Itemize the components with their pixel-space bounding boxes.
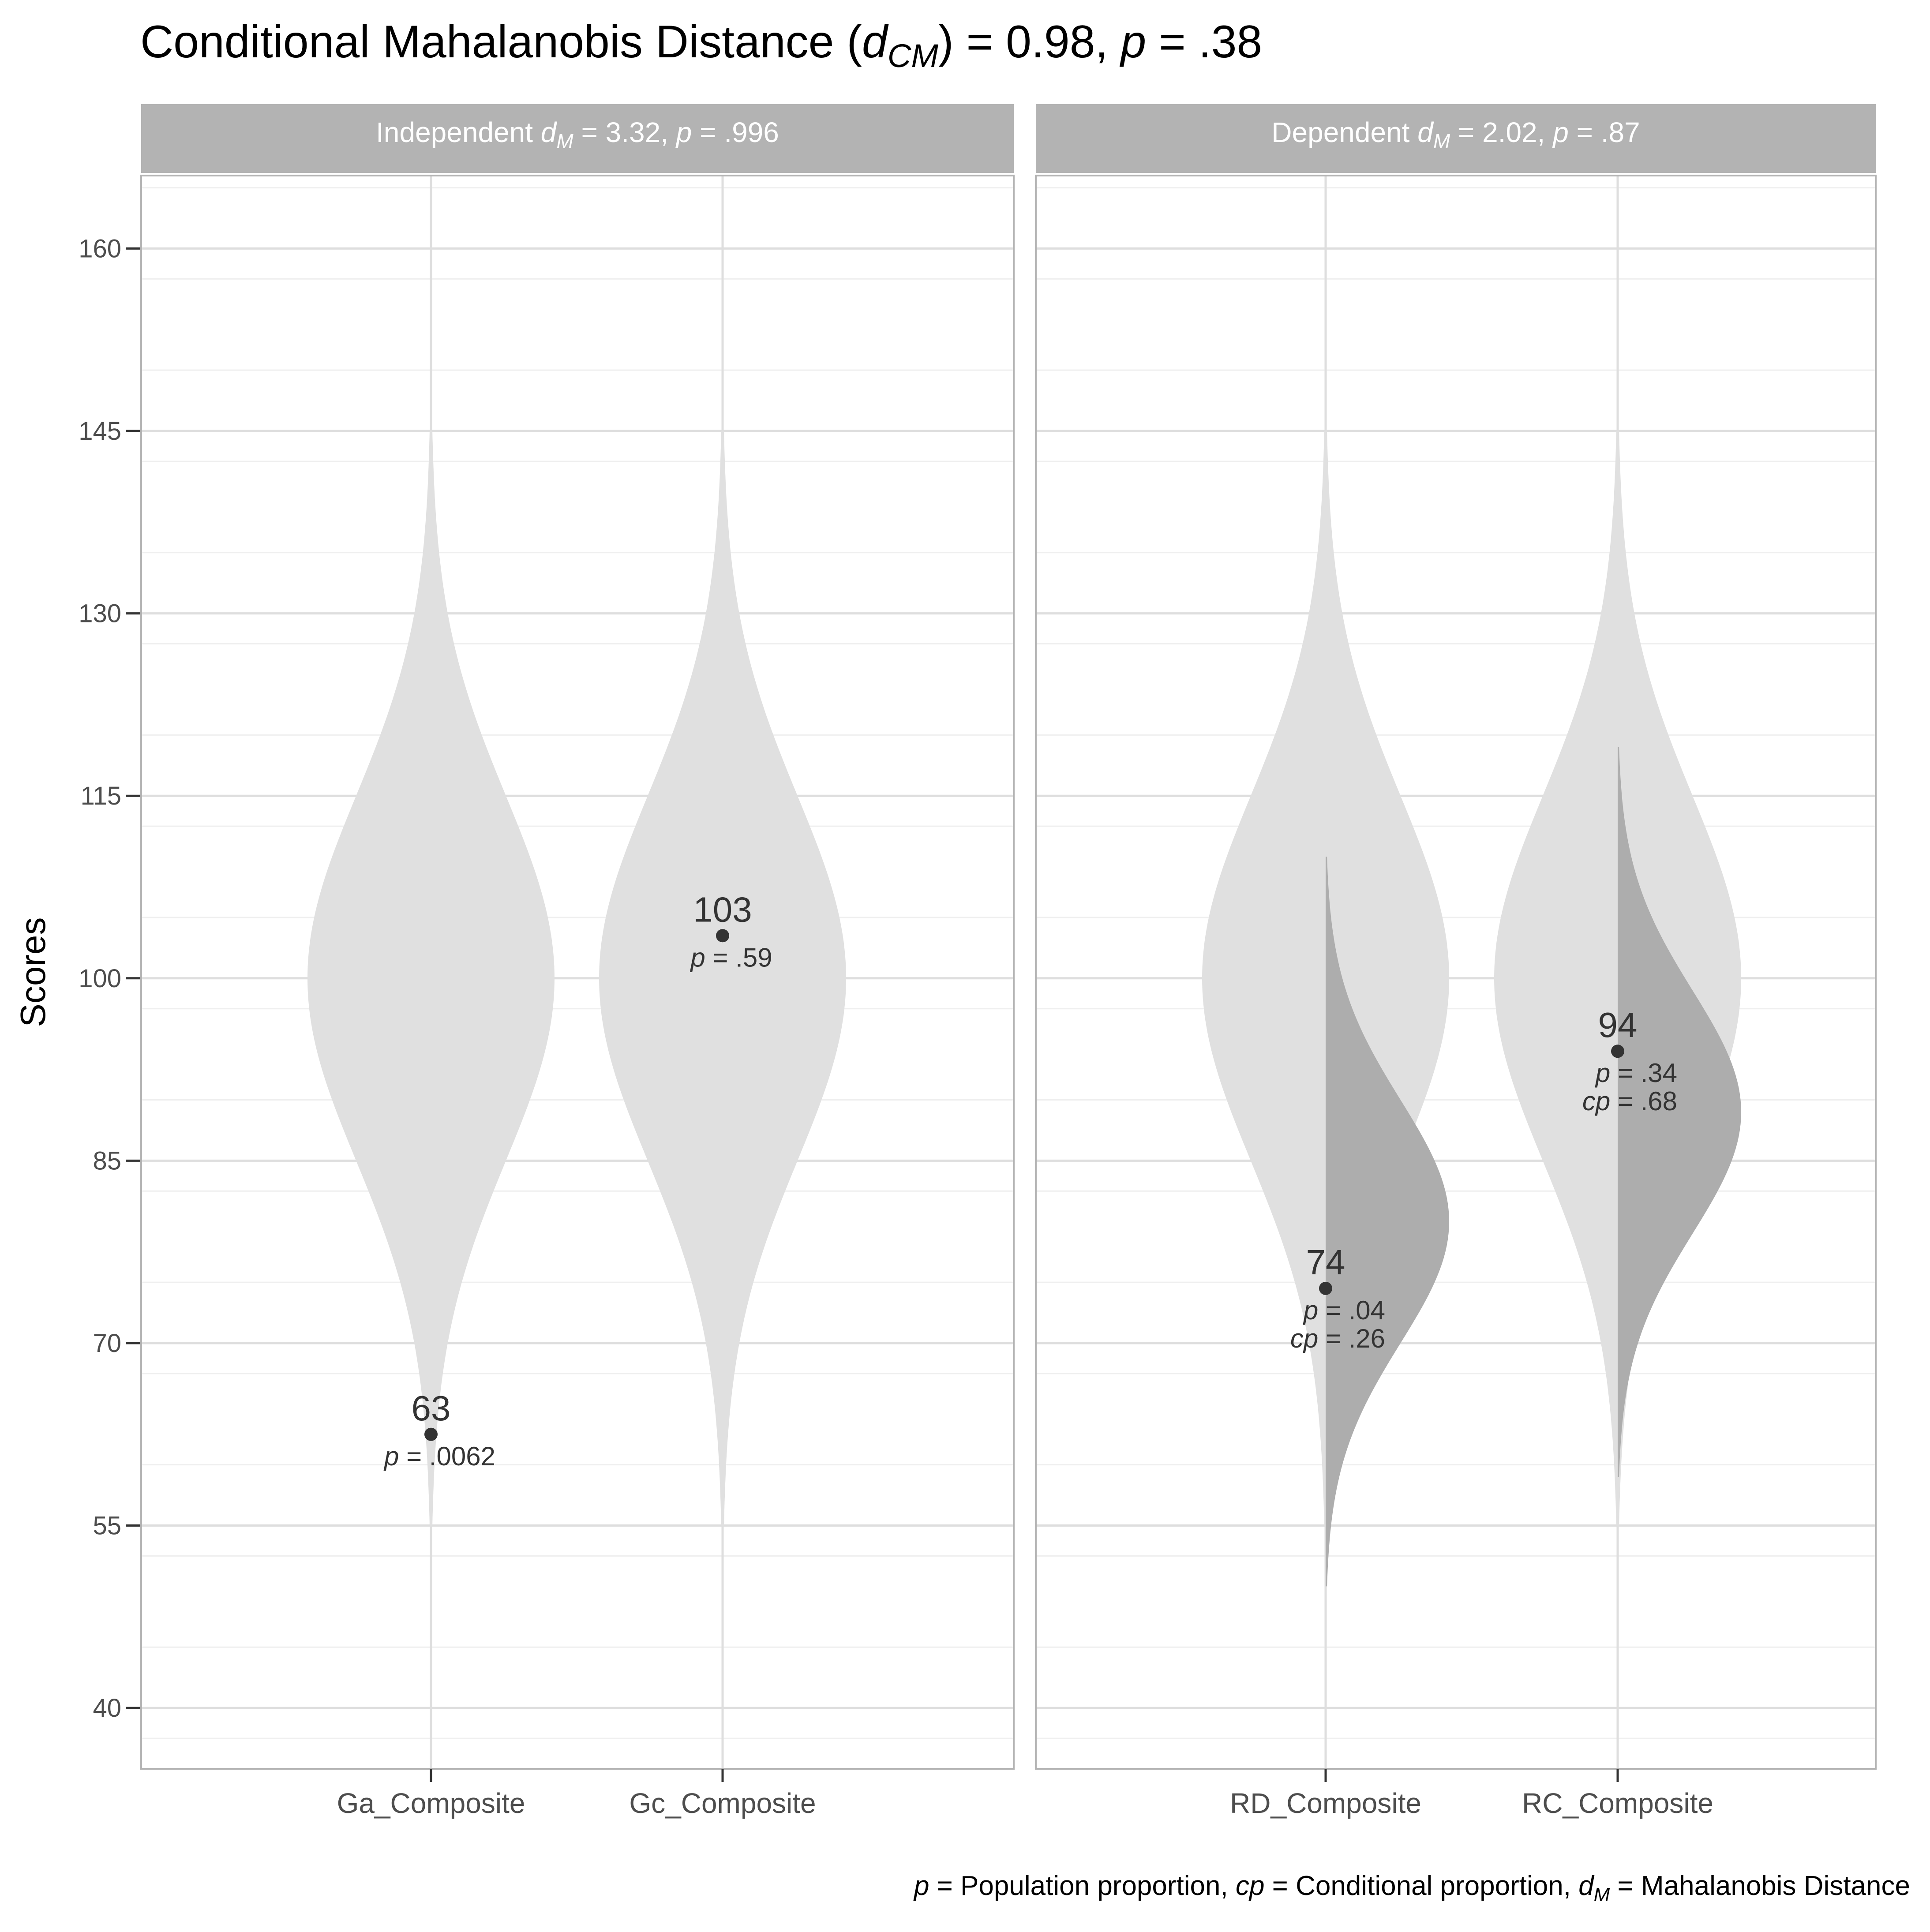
strip-p-symbol: p	[675, 116, 692, 148]
x-tick-label: Ga_Composite	[337, 1787, 525, 1819]
conditional-proportion-label: cp = .68	[1582, 1086, 1677, 1116]
title-suffix-2: = .38	[1146, 16, 1262, 67]
p-equals: =	[705, 943, 735, 972]
facet-panel-1: Independent dM = 3.32, p = .996 63 p = .00…	[140, 104, 1015, 1819]
conditional-half-violin-RC_Composite	[1618, 747, 1741, 1477]
strip-d-symbol: d	[1417, 116, 1434, 148]
title-prefix: Conditional Mahalanobis Distance (	[140, 16, 862, 67]
p-equals: =	[1318, 1295, 1348, 1325]
y-tick-label: 100	[79, 964, 121, 993]
caption-part-3: = Mahalanobis Distance	[1610, 1871, 1910, 1901]
score-point	[716, 929, 729, 943]
strip-prefix: Independent	[376, 116, 541, 148]
facet-strip-label: Dependent dM = 2.02, p = .87	[1271, 116, 1640, 153]
cp-equals: =	[1610, 1086, 1640, 1116]
p-value: .34	[1641, 1058, 1677, 1088]
caption-cp-symbol: cp	[1236, 1871, 1264, 1901]
population-proportion-label: p = .34	[1595, 1058, 1677, 1088]
y-tick-label: 85	[93, 1146, 121, 1175]
x-tick-label: Gc_Composite	[629, 1787, 816, 1819]
cp-symbol: cp	[1290, 1324, 1318, 1353]
y-tick-label: 145	[79, 417, 121, 446]
cp-value: .26	[1349, 1324, 1385, 1353]
p-equals: =	[399, 1442, 429, 1471]
caption-part-2: = Conditional proportion,	[1264, 1871, 1578, 1901]
title-stat-subscript: CM	[888, 37, 938, 74]
caption-dm-symbol: d	[1578, 1871, 1595, 1901]
strip-p-symbol: p	[1552, 116, 1569, 148]
title-suffix-1: ) = 0.98,	[938, 16, 1121, 67]
strip-tail: = .996	[692, 116, 779, 148]
score-label: 74	[1306, 1243, 1345, 1282]
violin-Gc_Composite	[599, 431, 846, 1526]
conditional-half-violin-RD_Composite	[1326, 857, 1449, 1587]
score-label: 63	[412, 1389, 451, 1428]
p-symbol: p	[1595, 1058, 1610, 1088]
title-stat-symbol: d	[862, 16, 889, 67]
score-point	[424, 1427, 438, 1441]
strip-mid: = 3.32,	[573, 116, 676, 148]
chart-title: Conditional Mahalanobis Distance (dCM) =…	[140, 16, 1262, 74]
panel-background	[141, 176, 1014, 1769]
x-tick-label: RC_Composite	[1522, 1787, 1713, 1819]
y-tick-label: 160	[79, 234, 121, 263]
panel-border	[140, 175, 1015, 1770]
population-proportion-label: p = .04	[1303, 1295, 1385, 1325]
p-value: .59	[735, 943, 772, 972]
score-label: 94	[1598, 1005, 1638, 1045]
population-proportion-label: p = .0062	[383, 1442, 495, 1471]
conditional-proportion-label: cp = .26	[1290, 1324, 1385, 1353]
strip-d-symbol: d	[541, 116, 558, 148]
y-tick-label: 40	[93, 1694, 121, 1722]
strip-mid: = 2.02,	[1450, 116, 1553, 148]
chart-caption: p = Population proportion, cp = Conditio…	[913, 1871, 1910, 1906]
facet-strip-background	[141, 104, 1014, 173]
x-tick-label: RD_Composite	[1230, 1787, 1421, 1819]
facet-strip-background	[1036, 104, 1876, 173]
p-symbol: p	[1303, 1295, 1318, 1325]
strip-tail: = .87	[1569, 116, 1640, 148]
p-value: .0062	[429, 1442, 495, 1471]
population-proportion-label: p = .59	[690, 943, 772, 972]
panel-background	[1036, 176, 1876, 1769]
panel-border	[1035, 175, 1877, 1770]
p-symbol: p	[690, 943, 705, 972]
y-tick-label: 130	[79, 599, 121, 628]
y-axis-label: Scores	[13, 917, 52, 1027]
facet-strip-label: Independent dM = 3.32, p = .996	[376, 116, 779, 153]
strip-d-subscript: M	[1433, 130, 1450, 153]
caption-part-1: = Population proportion,	[929, 1871, 1236, 1901]
p-symbol: p	[383, 1442, 399, 1471]
violin-Ga_Composite	[307, 431, 555, 1526]
cp-symbol: cp	[1582, 1086, 1610, 1116]
score-point	[1611, 1045, 1624, 1058]
y-tick-label: 55	[93, 1512, 121, 1540]
cp-equals: =	[1318, 1324, 1348, 1353]
caption-p-symbol: p	[913, 1871, 929, 1901]
score-label: 103	[693, 890, 752, 929]
strip-d-subscript: M	[556, 130, 573, 153]
strip-prefix: Dependent	[1271, 116, 1417, 148]
p-value: .04	[1349, 1295, 1385, 1325]
y-tick-label: 115	[81, 782, 121, 810]
score-point	[1319, 1281, 1332, 1295]
caption-dm-subscript: M	[1594, 1884, 1610, 1906]
title-p-symbol: p	[1119, 16, 1146, 67]
y-tick-label: 70	[93, 1329, 121, 1358]
cp-value: .68	[1641, 1086, 1677, 1116]
p-equals: =	[1610, 1058, 1640, 1088]
